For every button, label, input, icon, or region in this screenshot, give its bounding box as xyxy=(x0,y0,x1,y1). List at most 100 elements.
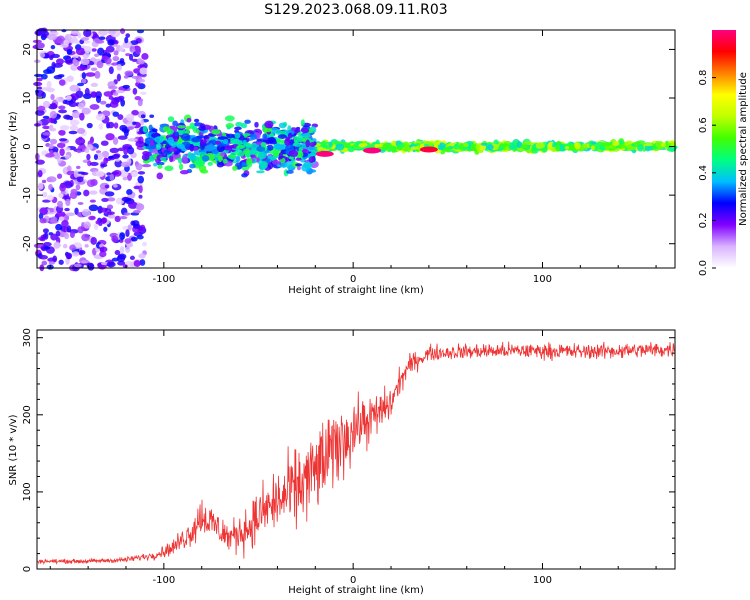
heatmap-cell xyxy=(138,78,146,83)
heatmap-cell xyxy=(50,93,55,101)
heatmap-cell xyxy=(211,129,221,135)
heatmap-cell xyxy=(307,169,317,173)
heatmap-cell xyxy=(95,170,105,178)
heatmap-cell xyxy=(100,218,107,224)
snr-y-tick-label: 300 xyxy=(22,328,33,347)
heatmap-cell xyxy=(127,138,138,142)
heatmap-cell xyxy=(116,64,122,71)
heatmap-cell xyxy=(69,119,80,126)
heatmap-cell xyxy=(93,153,99,160)
heatmap-cell xyxy=(300,119,305,126)
heatmap-cell xyxy=(37,86,42,90)
heatmap-cell xyxy=(119,246,125,254)
heatmap-cell xyxy=(133,259,141,267)
heatmap-cell xyxy=(56,58,65,65)
heatmap-cell xyxy=(35,109,45,116)
heatmap-cell xyxy=(189,163,196,169)
heatmap-cell xyxy=(42,199,51,203)
heatmap-cell xyxy=(113,122,119,129)
heatmap-cell xyxy=(87,263,95,271)
heatmap-cell xyxy=(176,143,185,149)
heatmap-cell xyxy=(107,39,115,46)
heatmap-cell xyxy=(448,145,454,150)
heatmap-cell xyxy=(198,151,207,156)
heatmap-cell xyxy=(167,136,175,145)
heatmap-cell xyxy=(246,158,253,165)
heatmap-cell xyxy=(46,66,56,74)
heatmap-cell xyxy=(43,246,51,250)
heatmap-cell xyxy=(211,149,219,155)
heatmap-cell xyxy=(308,156,315,163)
heatmap-cell xyxy=(260,141,267,148)
heatmap-cell xyxy=(295,163,303,167)
heatmap-cell xyxy=(207,161,213,166)
heatmap-cell xyxy=(84,87,90,96)
heatmap-cell xyxy=(41,30,50,38)
heatmap-cell xyxy=(77,32,82,39)
heatmap-cell xyxy=(236,144,246,149)
heatmap-cell xyxy=(90,67,98,72)
heatmap-cell xyxy=(139,67,148,75)
heatmap-cell xyxy=(64,207,70,212)
heatmap-cell xyxy=(262,133,268,140)
heatmap-x-tick-label: -100 xyxy=(152,274,175,285)
heatmap-cell xyxy=(63,114,71,120)
heatmap-cell xyxy=(124,238,132,244)
heatmap-cell xyxy=(453,144,461,150)
heatmap-cell xyxy=(46,80,52,89)
colorbar: 0.0 0.2 0.4 0.6 0.8 Normalized spectral ampl… xyxy=(698,30,749,276)
heatmap-cell xyxy=(41,260,48,266)
heatmap-cell xyxy=(106,172,112,176)
heatmap-cell xyxy=(79,112,85,121)
heatmap-cell xyxy=(82,93,92,100)
snr-axes: -100 0 100 0 100 200 300 xyxy=(22,328,675,586)
heatmap-cell xyxy=(117,253,127,260)
snr-y-axis-label: SNR (10 * v/v) xyxy=(8,414,19,485)
heatmap-cell xyxy=(200,169,209,174)
heatmap-cell xyxy=(215,140,222,145)
heatmap-cell xyxy=(106,121,115,129)
heatmap-cell xyxy=(500,143,510,147)
heatmap-cell xyxy=(69,231,75,238)
heatmap-cell xyxy=(373,144,382,148)
heatmap-cell xyxy=(52,151,58,159)
heatmap-cell xyxy=(138,185,143,194)
heatmap-cell xyxy=(107,197,116,202)
heatmap-cell xyxy=(111,235,119,243)
heatmap-cell xyxy=(62,99,68,105)
heatmap-cell xyxy=(47,33,58,41)
heatmap-cell xyxy=(131,171,139,177)
heatmap-cell xyxy=(76,165,81,169)
heatmap-cell xyxy=(109,147,119,154)
heatmap-cell xyxy=(287,132,293,139)
heatmap-cell xyxy=(303,132,311,138)
heatmap-cell xyxy=(119,45,125,52)
heatmap-cell xyxy=(535,142,545,150)
heatmap-cell xyxy=(145,145,155,150)
heatmap-cell xyxy=(141,53,149,60)
heatmap-cell xyxy=(59,124,70,131)
heatmap-cell xyxy=(128,53,134,61)
heatmap-cell xyxy=(126,172,133,181)
heatmap-cell xyxy=(53,242,62,248)
colorbar-tick-label: 0.8 xyxy=(698,70,709,86)
heatmap-cell xyxy=(106,261,116,268)
heatmap-cell xyxy=(39,52,46,58)
heatmap-cell xyxy=(135,47,142,55)
heatmap-cell xyxy=(244,119,251,124)
heatmap-cell xyxy=(127,146,135,155)
heatmap-cell xyxy=(301,149,309,154)
heatmap-cell xyxy=(66,75,74,83)
heatmap-cell xyxy=(50,216,58,223)
heatmap-cell xyxy=(65,95,72,100)
heatmap-cell xyxy=(49,127,57,132)
heatmap-cell xyxy=(75,184,81,191)
heatmap-cell xyxy=(115,89,125,94)
heatmap-cell xyxy=(410,146,418,151)
heatmap-cell xyxy=(141,164,152,168)
heatmap-cell xyxy=(114,215,121,223)
heatmap-cell xyxy=(433,141,441,146)
heatmap-cell xyxy=(66,165,72,172)
